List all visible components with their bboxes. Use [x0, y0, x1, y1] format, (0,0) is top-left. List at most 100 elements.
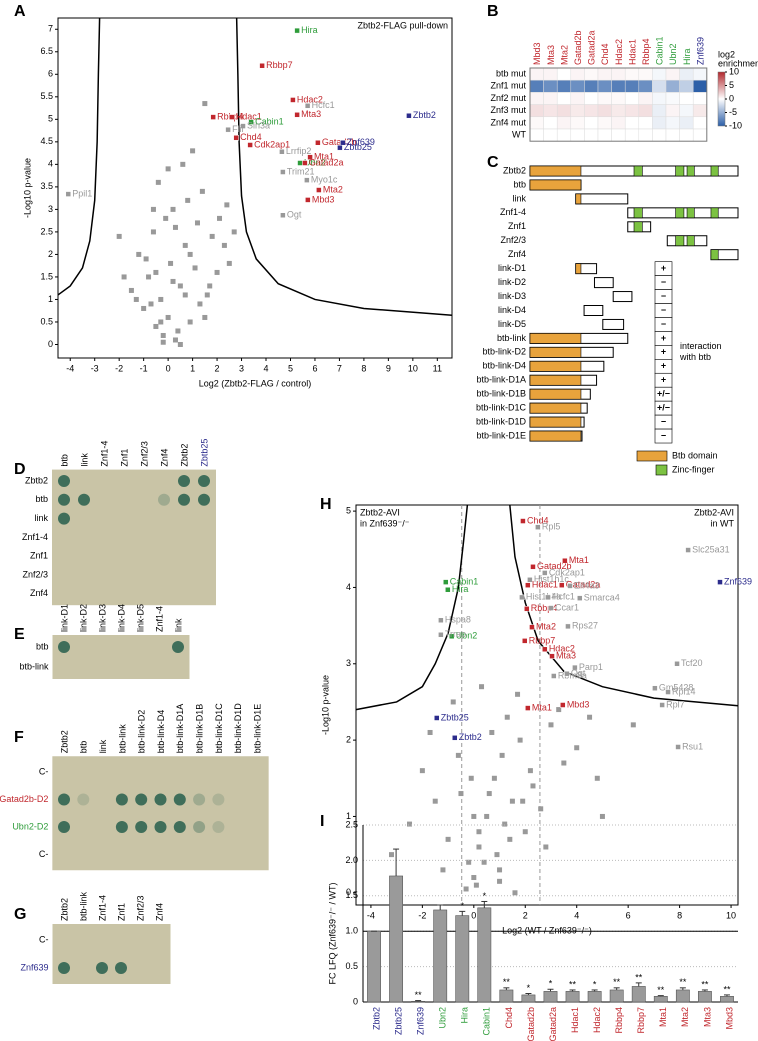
- point-label: Mta2: [323, 184, 343, 194]
- colorbar: [717, 71, 726, 127]
- bar: [631, 986, 646, 1003]
- cell: [665, 128, 680, 142]
- row-label: Znf2/3: [22, 569, 48, 579]
- yeast-spot: [58, 766, 70, 778]
- panel-letter: E: [14, 626, 25, 643]
- point: [665, 689, 671, 695]
- point: [548, 605, 554, 611]
- significance: **: [679, 977, 687, 987]
- yeast-spot: [115, 641, 127, 653]
- row-label: Znf1-4: [22, 532, 48, 542]
- point: [133, 296, 139, 302]
- x-tick-label: Chd4: [504, 1007, 514, 1029]
- point: [153, 323, 159, 329]
- point-label: Rpl14: [672, 686, 696, 696]
- yeast-spot: [115, 962, 127, 974]
- x-tick-label: 4: [574, 910, 579, 920]
- point: [556, 707, 562, 713]
- yeast-spot: [118, 531, 130, 543]
- column-label: link-D3: [97, 604, 107, 632]
- yeast-spot: [78, 531, 90, 543]
- point: [209, 233, 215, 239]
- point-label: Trrap: [445, 629, 466, 639]
- yeast-spot: [198, 493, 210, 506]
- point: [519, 594, 525, 601]
- cell: [611, 116, 626, 130]
- point: [471, 813, 477, 819]
- y-axis-label: FC LFQ (Znf639⁻/⁻ / WT): [327, 882, 337, 984]
- point-label: Flii: [232, 124, 244, 134]
- point-label: Hcfc1: [312, 100, 335, 110]
- legend-swatch: [655, 464, 668, 476]
- yeast-spot: [58, 661, 70, 673]
- y-tick-label: 3.5: [40, 181, 53, 191]
- yeast-spot: [198, 588, 210, 600]
- point: [207, 283, 213, 289]
- point: [559, 582, 565, 588]
- column-label: link-D1: [59, 604, 69, 632]
- point: [153, 269, 159, 275]
- point: [116, 233, 122, 239]
- cell: [597, 128, 612, 142]
- x-tick-label: Hira: [460, 1007, 470, 1024]
- cell: [624, 67, 640, 81]
- column-label: Zbtb2: [59, 898, 69, 921]
- plate: [52, 469, 216, 606]
- cell: [570, 128, 585, 142]
- cell: [624, 79, 640, 93]
- point: [302, 160, 308, 166]
- yeast-spot: [158, 588, 170, 600]
- column-label: Znf2/3: [139, 441, 149, 467]
- cell: [529, 79, 544, 93]
- column-label: Zbtb25: [199, 439, 209, 467]
- zinc-finger: [710, 249, 719, 260]
- column-label: link-D2: [78, 604, 88, 632]
- y-tick-label: 5.5: [40, 91, 53, 101]
- cell: [692, 67, 708, 81]
- bar: [477, 907, 492, 1003]
- cell: [584, 92, 599, 105]
- y-tick-label: 0.5: [345, 961, 358, 971]
- point-label: Hdac1: [236, 111, 262, 121]
- x-tick-label: -2: [418, 910, 426, 920]
- cell: [638, 116, 653, 130]
- x-tick-label: Mta3: [702, 1007, 712, 1027]
- y-tick-label: 0.5: [40, 316, 53, 326]
- y-tick-label: 1.5: [345, 890, 358, 900]
- yeast-spot: [135, 821, 148, 833]
- point-label: Cabin1: [255, 116, 284, 126]
- colorbar-tick-label: 0: [729, 93, 734, 103]
- panel-letter: C: [487, 154, 499, 171]
- construct-label: btb-link-D4: [482, 361, 526, 371]
- yeast-spot: [212, 766, 224, 778]
- yeast-spot: [118, 475, 130, 487]
- point: [434, 715, 440, 721]
- panel-letter: G: [14, 906, 26, 923]
- cell: [597, 92, 612, 105]
- yeast-spot: [198, 475, 210, 487]
- cell: [611, 128, 626, 142]
- point: [340, 139, 346, 146]
- panel-letter: B: [487, 3, 499, 20]
- point: [452, 735, 458, 741]
- x-tick-label: -2: [115, 363, 123, 373]
- point: [524, 606, 530, 612]
- cell: [529, 116, 544, 130]
- yeast-spot: [77, 793, 90, 806]
- point: [445, 586, 451, 593]
- point-label: Cdk2ap1: [549, 567, 585, 577]
- point-label: Myo1c: [311, 174, 338, 184]
- point: [565, 623, 571, 630]
- point: [337, 144, 343, 151]
- plot-frame: [57, 17, 453, 359]
- panel-letter: A: [14, 3, 26, 20]
- point: [530, 564, 536, 570]
- yeast-spot: [96, 934, 108, 946]
- cell: [584, 128, 599, 142]
- yeast-spot: [118, 550, 130, 562]
- cell: [679, 67, 694, 81]
- point-label: Trim21: [287, 166, 315, 176]
- point: [158, 319, 164, 325]
- bar: [720, 996, 734, 1003]
- yeast-spot: [153, 934, 165, 946]
